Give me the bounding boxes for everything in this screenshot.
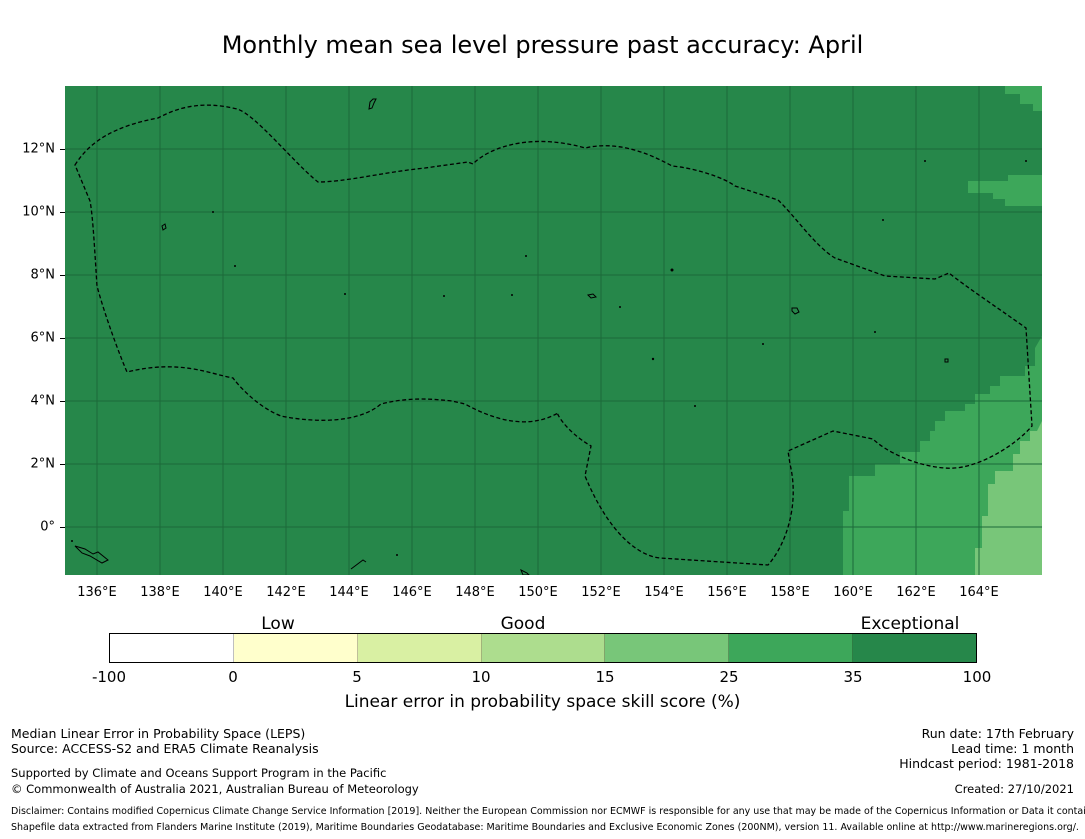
- colorbar-tick-label: 35: [843, 668, 863, 686]
- colorbar-segment: [357, 634, 482, 662]
- x-tick-label: 144°E: [329, 585, 369, 600]
- x-tick-label: 154°E: [644, 585, 684, 600]
- disclaimer: Disclaimer: Contains modified Copernicus…: [11, 806, 1085, 817]
- footer-support: Supported by Climate and Oceans Support …: [11, 766, 387, 780]
- x-tick-label: 158°E: [770, 585, 810, 600]
- x-tick-label: 138°E: [140, 585, 180, 600]
- skill-region-35-corner: [1005, 86, 1042, 111]
- colorbar-segment: [110, 634, 234, 662]
- x-tick-label: 140°E: [203, 585, 243, 600]
- footer-method: Median Linear Error in Probability Space…: [11, 726, 306, 741]
- eez-boundary: [74, 104, 1033, 566]
- x-tick-label: 146°E: [392, 585, 432, 600]
- legend-category-low: Low: [261, 614, 295, 634]
- y-tick-label: 10°N: [22, 204, 55, 220]
- y-tick-label: 6°N: [30, 330, 56, 346]
- island-dots: [71, 160, 1027, 556]
- x-tick-label: 136°E: [77, 585, 117, 600]
- footer-source: Source: ACCESS-S2 and ERA5 Climate Reana…: [11, 741, 319, 756]
- skill-region-35-north: [968, 175, 1042, 206]
- colorbar-segment: [481, 634, 606, 662]
- colorbar-segment: [233, 634, 358, 662]
- skill-region-25: [975, 421, 1042, 575]
- skill-map: [65, 86, 1042, 575]
- y-tick-label: 0°: [40, 519, 55, 535]
- hindcast-period: Hindcast period: 1981-2018: [899, 756, 1074, 771]
- colorbar-tick-label: 25: [719, 668, 739, 686]
- colorbar-tick-label: -100: [91, 668, 127, 686]
- colorbar-tick-label: 5: [352, 668, 362, 686]
- legend-category-good: Good: [500, 614, 546, 634]
- islands: [74, 98, 949, 575]
- x-tick-label: 142°E: [266, 585, 306, 600]
- x-tick-label: 152°E: [581, 585, 621, 600]
- map-canvas: [65, 86, 1042, 575]
- run-date: Run date: 17th February: [921, 726, 1074, 741]
- lead-time: Lead time: 1 month: [951, 741, 1074, 756]
- graticule: [65, 86, 1042, 575]
- colorbar: [109, 633, 977, 663]
- colorbar-segment: [605, 634, 730, 662]
- x-tick-label: 156°E: [707, 585, 747, 600]
- colorbar-tick-label: 10: [471, 668, 491, 686]
- x-tick-label: 164°E: [959, 585, 999, 600]
- x-tick-label: 162°E: [896, 585, 936, 600]
- shapefile-credit: Shapefile data extracted from Flanders M…: [11, 822, 1079, 833]
- chart-title: Monthly mean sea level pressure past acc…: [221, 31, 864, 59]
- colorbar-label: Linear error in probability space skill …: [344, 692, 741, 712]
- x-tick-label: 150°E: [518, 585, 558, 600]
- colorbar-tick-label: 15: [595, 668, 615, 686]
- legend-category-exceptional: Exceptional: [860, 614, 960, 634]
- x-tick-label: 160°E: [833, 585, 873, 600]
- y-tick-label: 8°N: [30, 267, 56, 283]
- colorbar-segment: [729, 634, 854, 662]
- footer-copyright: © Commonwealth of Australia 2021, Austra…: [11, 782, 419, 796]
- y-tick-label: 4°N: [30, 393, 56, 409]
- colorbar-tick-label: 0: [228, 668, 238, 686]
- y-tick-label: 2°N: [30, 456, 56, 472]
- colorbar-segment: [853, 634, 977, 662]
- colorbar-tick-label: 100: [962, 668, 992, 686]
- x-tick-label: 148°E: [455, 585, 495, 600]
- y-tick-label: 12°N: [22, 141, 55, 157]
- created-date: Created: 27/10/2021: [954, 782, 1074, 796]
